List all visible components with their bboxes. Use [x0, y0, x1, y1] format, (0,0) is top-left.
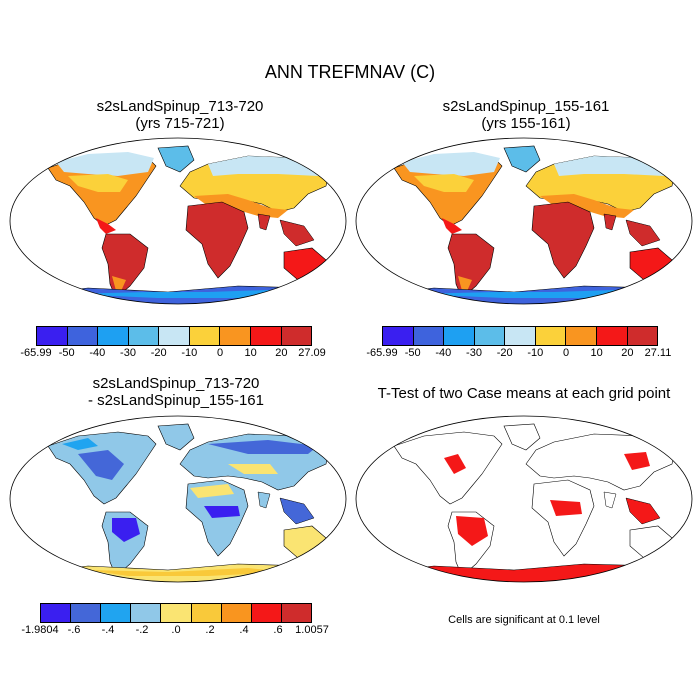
colorbar-tick-label: 0 [216, 347, 224, 359]
colorbar-segment [281, 327, 312, 345]
colorbar-segment [131, 604, 162, 622]
colorbar-tick-label: .2 [205, 624, 215, 636]
colorbar-segment [444, 327, 475, 345]
colorbar-tick-label: -50 [404, 347, 421, 359]
colorbar-tick-label: 10 [590, 347, 603, 359]
panel2-colorbar-labels: -65.99 -50 -40 -30 -20 -10 0 10 20 27.11 [366, 347, 671, 361]
colorbar-tick-label: .4 [239, 624, 249, 636]
colorbar-tick-label: .6 [273, 624, 283, 636]
panel4-land [356, 423, 692, 582]
colorbar-tick-label: 20 [621, 347, 634, 359]
colorbar-segment [161, 604, 192, 622]
panel1-title-line1: s2sLandSpinup_713-720 [96, 98, 264, 115]
panel3-colorbar [40, 603, 312, 623]
colorbar-tick-label: 20 [275, 347, 288, 359]
colorbar-segment [251, 604, 282, 622]
colorbar-tick-label: -40 [89, 347, 106, 359]
colorbar-segment [221, 604, 252, 622]
panel3-map [9, 415, 347, 583]
colorbar-tick-label: -10 [181, 347, 198, 359]
colorbar-tick-label: -65.99 [366, 347, 398, 359]
panel3-land [10, 423, 346, 582]
panel2-land [356, 145, 692, 304]
colorbar-segment [474, 327, 506, 345]
panel1-colorbar [36, 326, 312, 346]
africa [185, 201, 249, 279]
colorbar-tick-label: 27.09 [298, 347, 326, 359]
colorbar-tick-label: -50 [58, 347, 75, 359]
colorbar-segment [41, 604, 72, 622]
panel2-title: s2sLandSpinup_155-161 (yrs 155-161) [406, 98, 646, 132]
colorbar-segment [383, 327, 414, 345]
colorbar-segment [566, 327, 597, 345]
panel4-map [355, 415, 693, 583]
panel1-map [9, 137, 347, 305]
colorbar-tick-label: -20 [150, 347, 167, 359]
panel1-colorbar-labels: -65.99 -50 -40 -30 -20 -10 0 10 20 27.09 [20, 347, 325, 361]
colorbar-tick-label: -30 [466, 347, 482, 359]
panel1-land [10, 145, 346, 304]
greenland [157, 145, 195, 173]
panel2-colorbar [382, 326, 658, 346]
figure-title: ANN TREFMNAV (C) [264, 62, 436, 82]
panel2-title-line2: (yrs 155-161) [481, 115, 571, 132]
colorbar-tick-label: 0 [562, 347, 570, 359]
colorbar-segment [189, 327, 221, 345]
colorbar-segment [98, 327, 129, 345]
colorbar-tick-label: -65.99 [20, 347, 52, 359]
colorbar-tick-label: -1.9804 [21, 624, 59, 636]
colorbar-segment [128, 327, 160, 345]
colorbar-segment [67, 327, 99, 345]
colorbar-segment [71, 604, 102, 622]
colorbar-segment [37, 327, 68, 345]
colorbar-segment [627, 327, 658, 345]
colorbar-tick-label: -.4 [101, 624, 115, 636]
colorbar-segment [505, 327, 536, 345]
colorbar-tick-label: -10 [527, 347, 544, 359]
colorbar-segment [281, 604, 311, 622]
colorbar-segment [101, 604, 132, 622]
panel3-title-line2: - s2sLandSpinup_155-161 [88, 392, 264, 409]
panel3-title-line1: s2sLandSpinup_713-720 [92, 375, 260, 392]
colorbar-segment [535, 327, 567, 345]
colorbar-tick-label: .0 [171, 624, 181, 636]
panel1-title: s2sLandSpinup_713-720 (yrs 715-721) [60, 98, 300, 132]
colorbar-segment [413, 327, 445, 345]
panel3-colorbar-labels: -1.9804 -.6 -.4 -.2 .0 .2 .4 .6 1.0057 [21, 624, 328, 638]
colorbar-tick-label: 27.11 [644, 347, 672, 359]
colorbar-segment [159, 327, 190, 345]
colorbar-segment [191, 604, 222, 622]
panel4-title-line1: T-Test of two Case means at each grid po… [377, 385, 671, 402]
south-america [101, 233, 149, 299]
colorbar-segment [596, 327, 628, 345]
panel4-title: T-Test of two Case means at each grid po… [354, 385, 694, 402]
colorbar-tick-label: 1.0057 [295, 624, 329, 636]
colorbar-tick-label: 10 [244, 347, 257, 359]
colorbar-tick-label: -30 [120, 347, 136, 359]
colorbar-segment [250, 327, 282, 345]
panel2-title-line1: s2sLandSpinup_155-161 [442, 98, 610, 115]
panel1-title-line2: (yrs 715-721) [135, 115, 225, 132]
panel3-title: s2sLandSpinup_713-720 - s2sLandSpinup_15… [56, 375, 296, 409]
significance-note: Cells are significant at 0.1 level [448, 614, 600, 626]
colorbar-segment [220, 327, 251, 345]
colorbar-tick-label: -.2 [135, 624, 149, 636]
colorbar-tick-label: -.6 [67, 624, 81, 636]
colorbar-tick-label: -40 [435, 347, 452, 359]
panel2-map [355, 137, 693, 305]
colorbar-tick-label: -20 [496, 347, 513, 359]
